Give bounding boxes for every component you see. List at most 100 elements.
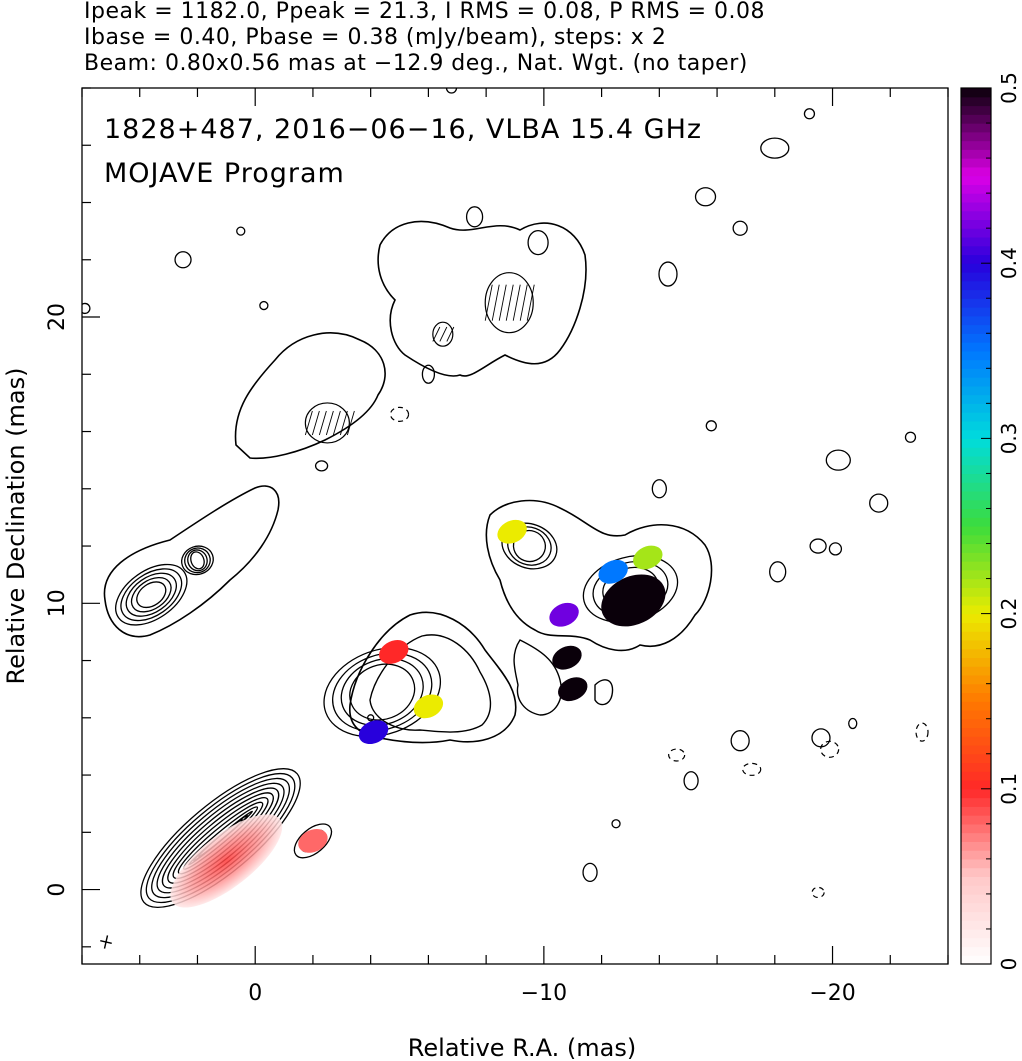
colorbar-step [961, 815, 991, 825]
polarization-patch [552, 645, 582, 670]
colorbar-step [961, 911, 991, 921]
hatched-region-stroke [325, 410, 334, 436]
polarization-patch [298, 828, 328, 853]
colorbar-step [961, 841, 991, 851]
tail-contour [130, 576, 172, 613]
noise-contour [828, 542, 843, 556]
hatched-region-stroke [318, 410, 327, 436]
hatched-region-stroke [491, 284, 500, 321]
noise-contour [527, 229, 549, 256]
colorbar-step [961, 578, 991, 588]
colorbar-step [961, 657, 991, 667]
colorbar-step [961, 858, 991, 869]
knot-contour [349, 663, 416, 721]
hatched-region [304, 402, 350, 444]
colorbar-step [961, 307, 991, 317]
colorbar-step [961, 683, 991, 694]
colorbar-step [961, 631, 991, 641]
axis-ticks [81, 87, 949, 964]
noise-contour [705, 420, 717, 432]
colorbar-step [961, 622, 991, 632]
northern-lobe-contour [234, 332, 386, 460]
polarization-patch [633, 545, 663, 570]
noise-contour [465, 206, 484, 228]
colorbar-step [961, 324, 991, 334]
colorbar-step [961, 254, 991, 264]
colorbar-step [961, 788, 991, 799]
colorbar-step [961, 342, 991, 352]
colorbar-step [961, 639, 991, 650]
negative-contour [389, 406, 410, 422]
tail-contour [136, 581, 167, 609]
noise-contour [82, 302, 91, 315]
noise-contour [582, 862, 598, 883]
colorbar-step [961, 289, 991, 299]
colorbar-step [961, 771, 991, 781]
colorbar-step [961, 701, 991, 711]
noise-contour [236, 226, 246, 236]
noise-contour [259, 300, 269, 311]
colorbar-step [961, 745, 991, 755]
colorbar-step [961, 368, 991, 378]
hatched-polarization-regions [304, 272, 535, 444]
colorbar-step [961, 201, 991, 212]
colorbar-step [961, 736, 991, 746]
colorbar-step [961, 666, 991, 676]
polarization-patch [379, 640, 409, 664]
plot-frame [81, 87, 949, 965]
colorbar-step [961, 596, 991, 606]
colorbar-step [961, 561, 991, 571]
colorbar-step [961, 263, 991, 273]
colorbar-step [961, 96, 991, 107]
colorbar-step [961, 867, 991, 877]
polarization-patch [358, 720, 389, 745]
colorbar-step [961, 692, 991, 702]
hatched-region-stroke [439, 326, 448, 342]
hatched-region-stroke [498, 284, 507, 321]
noise-contour [769, 561, 787, 583]
colorbar-step [961, 210, 991, 220]
northern-upper-contour [377, 220, 587, 377]
colorbar-step [961, 543, 991, 553]
colorbar-step [961, 88, 991, 98]
colorbar-step [961, 674, 991, 685]
x-tick-label: −20 [809, 981, 855, 1006]
colorbar-step [961, 893, 991, 904]
colorbar-step [961, 718, 991, 729]
noise-contour [904, 431, 917, 443]
colorbar-frame [960, 87, 992, 965]
colorbar-step [961, 377, 991, 387]
colorbar-step [961, 385, 991, 396]
outer-jet-tail-contour [103, 485, 280, 638]
hatched-region-stroke [432, 326, 441, 342]
colorbar-step [961, 315, 991, 326]
hatched-region [432, 321, 454, 347]
noise-contour [611, 819, 621, 829]
polarization-patch [601, 574, 666, 627]
tail-contour [181, 545, 214, 576]
hatched-region-stroke [484, 284, 493, 321]
colorbar-step [961, 420, 991, 431]
faint-filament-b [594, 679, 614, 706]
colorbar-step [961, 727, 991, 737]
colorbar-step [961, 753, 991, 764]
colorbar-step [961, 613, 991, 623]
hatched-region-stroke [332, 410, 341, 436]
polarization-patch [413, 694, 444, 719]
colorbar-step [961, 648, 991, 658]
noise-contour [811, 728, 831, 748]
colorbar: 0 0.1 0.2 0.3 0.4 0.5 [960, 72, 1021, 970]
noise-contour [803, 108, 816, 120]
noise-contour [825, 449, 851, 471]
colorbar-step [961, 298, 991, 308]
colorbar-step [961, 166, 991, 177]
colorbar-step [961, 569, 991, 580]
colorbar-step [961, 955, 991, 965]
tail-contour [187, 549, 208, 572]
noise-contour [760, 137, 790, 159]
noise-contour [869, 493, 889, 513]
source-annotation: 1828+487, 2016−06−16, VLBA 15.4 GHz [104, 114, 703, 145]
noise-contour [732, 220, 748, 236]
noise-contour [683, 771, 699, 791]
